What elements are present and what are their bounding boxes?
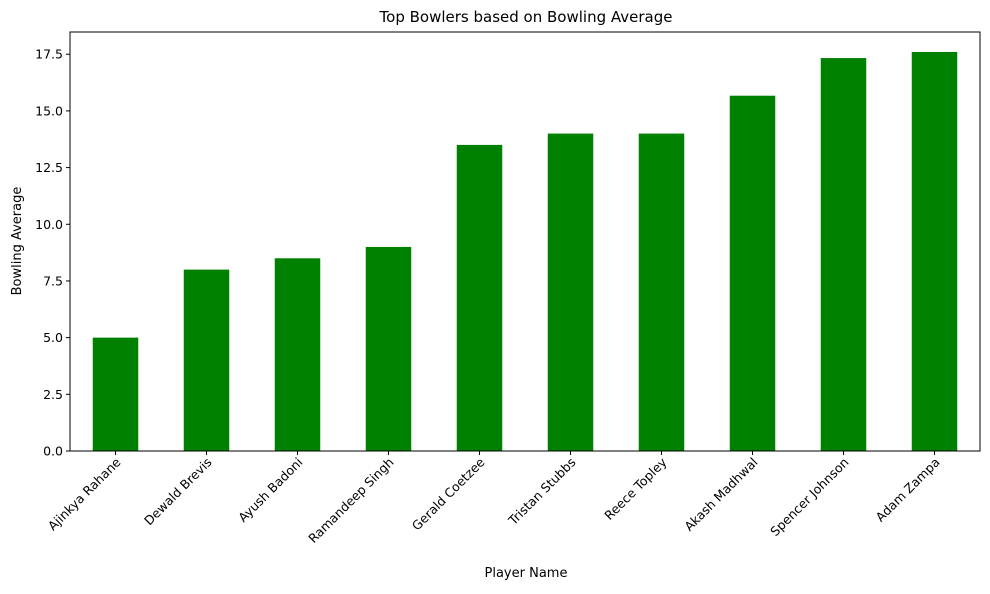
x-tick-label: Spencer Johnson [767, 455, 851, 539]
plot-frame [69, 31, 981, 452]
x-tick-label: Tristan Stubbs [505, 455, 579, 529]
bar-4 [456, 144, 503, 451]
y-tick-label: 5.0 [43, 330, 63, 345]
bar-0 [92, 337, 139, 451]
bar-6 [638, 133, 685, 451]
x-tick-label: Ajinkya Rahane [45, 454, 124, 533]
x-axis-title: Player Name [485, 566, 568, 581]
y-tick-label: 12.5 [35, 160, 63, 175]
bar-3 [365, 246, 412, 451]
bar-1 [183, 269, 230, 451]
x-tick-label: Dewald Brevis [141, 455, 215, 529]
y-tick-label: 2.5 [43, 387, 63, 402]
x-tick-label: Ramandeep Singh [305, 455, 396, 546]
x-tick-label: Adam Zampa [873, 455, 943, 525]
x-tick-label: Ayush Badoni [235, 455, 305, 525]
x-tick-label: Reece Topley [601, 454, 670, 523]
bar-5 [547, 133, 594, 451]
axes-layer [69, 31, 981, 452]
x-tick-label: Gerald Coetzee [409, 454, 488, 533]
y-tick-label: 17.5 [35, 47, 63, 62]
x-tick-label: Akash Madhwal [681, 455, 760, 534]
y-tick-label: 15.0 [35, 103, 63, 118]
bar-2 [274, 258, 321, 451]
bar-8 [820, 58, 867, 451]
y-tick-label: 10.0 [35, 217, 63, 232]
bar-9 [911, 51, 958, 451]
bars-layer [92, 51, 958, 452]
y-axis-title: Bowling Average [10, 187, 25, 296]
chart-title: Top Bowlers based on Bowling Average [379, 8, 673, 26]
bar-7 [729, 95, 776, 452]
y-tick-label: 7.5 [43, 273, 63, 288]
y-tick-label: 0.0 [43, 444, 63, 459]
